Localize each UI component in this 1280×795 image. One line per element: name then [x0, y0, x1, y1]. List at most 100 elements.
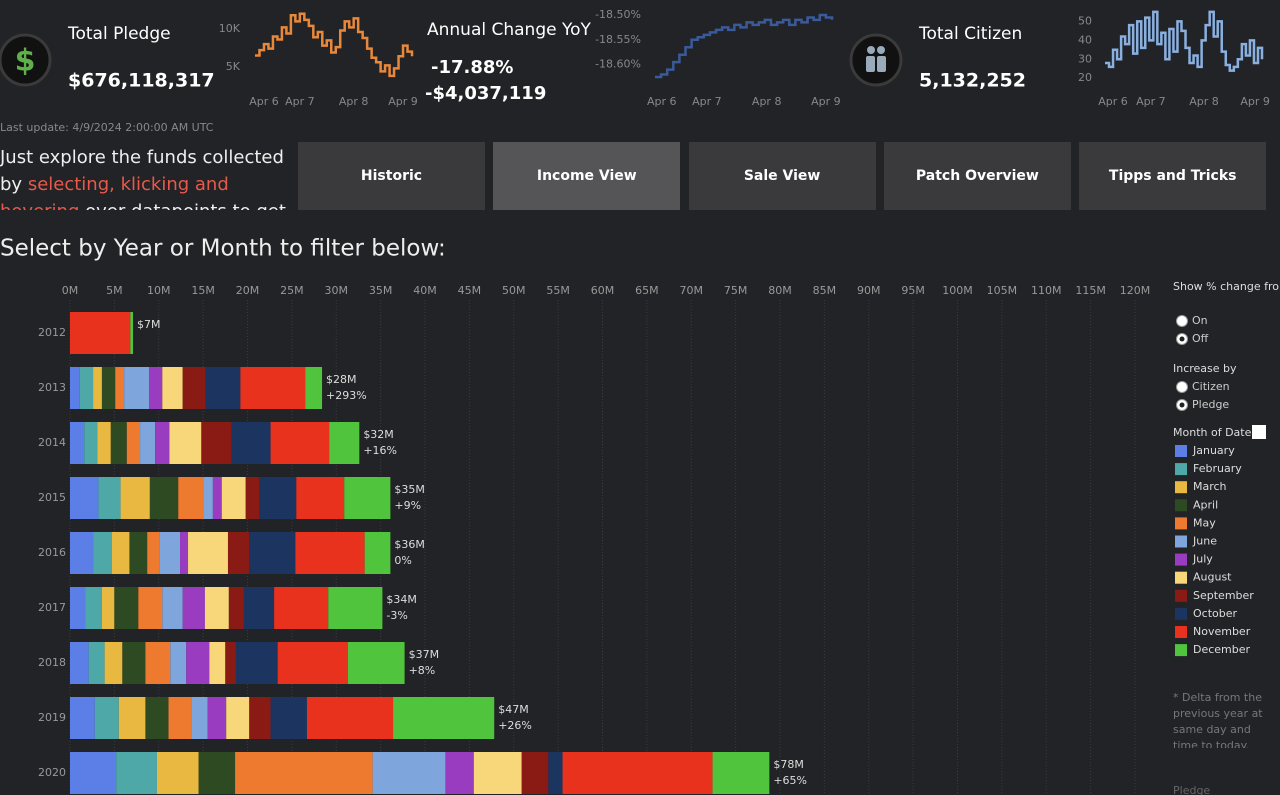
bar-segment — [259, 477, 297, 519]
bar-segment — [347, 642, 405, 684]
bar-segment — [93, 367, 102, 409]
bar-segment — [204, 477, 213, 519]
bar-segment — [155, 422, 170, 464]
y-tick-label: -18.55% — [595, 33, 641, 46]
nav-button[interactable]: Historic — [298, 142, 485, 210]
bar-segment — [207, 697, 227, 739]
bar-segment — [226, 697, 250, 739]
bar-segment — [182, 587, 205, 629]
bar-segment — [521, 752, 549, 794]
x-tick-label: 115M — [1075, 284, 1106, 297]
bar-segment — [114, 587, 139, 629]
x-tick-label: 90M — [857, 284, 881, 297]
nav-button[interactable]: Sale View — [688, 142, 876, 210]
y-tick-label: 2019 — [38, 711, 66, 724]
bar-segment — [70, 477, 99, 519]
legend-swatch — [1175, 535, 1187, 548]
y-tick-label: 2018 — [38, 656, 66, 669]
legend-swatch — [1175, 499, 1187, 512]
bar-segment — [70, 367, 80, 409]
footnote: * Delta from the previous year at same d… — [1173, 691, 1263, 748]
bar-segment — [372, 752, 446, 794]
legend-label: November — [1193, 625, 1251, 638]
x-tick-label: Apr 9 — [388, 95, 418, 108]
pledge-icon — [0, 33, 52, 87]
intro-part: over datapoints to get — [79, 201, 286, 210]
y-tick-label: 2015 — [38, 491, 66, 504]
legend-label: February — [1193, 462, 1242, 475]
kpi-value: $676,118,317 — [68, 70, 215, 92]
total-label: $37M — [409, 648, 440, 661]
y-tick-label: 2017 — [38, 601, 66, 614]
x-tick-label: Apr 9 — [811, 95, 841, 108]
bar-segment — [168, 697, 192, 739]
people-glyph — [866, 46, 886, 72]
change-label: +8% — [409, 664, 436, 677]
bar-segment — [98, 477, 121, 519]
bar-segment — [149, 477, 179, 519]
bar-segment — [70, 697, 95, 739]
citizen-icon — [849, 33, 903, 87]
nav-button[interactable]: Tipps and Tricks — [1079, 142, 1267, 210]
legend-label: December — [1193, 643, 1251, 656]
bar-segment — [191, 697, 208, 739]
bar-segment — [101, 367, 116, 409]
kpi-title: Total Pledge — [67, 24, 171, 44]
bar-segment — [204, 587, 229, 629]
total-label: $7M — [137, 318, 161, 331]
legend-menu[interactable] — [1252, 425, 1266, 439]
nav-button[interactable]: Income View — [493, 142, 681, 210]
x-tick-label: Apr 7 — [1136, 95, 1166, 108]
panel-title: Show % change from previous y... — [1173, 280, 1280, 293]
x-tick-label: 55M — [546, 284, 570, 297]
legend-label: March — [1193, 480, 1227, 493]
bar-segment — [101, 587, 115, 629]
intro-highlight: selecting, klicking and hovering — [0, 174, 229, 210]
bar-segment — [97, 422, 111, 464]
total-label: $47M — [498, 703, 528, 716]
bar-segment — [270, 422, 330, 464]
bar-segment — [445, 752, 474, 794]
bar-segment — [201, 422, 232, 464]
radio-dot — [1179, 402, 1185, 408]
bar-segment — [562, 752, 713, 794]
bar-segment — [118, 697, 146, 739]
legend-swatch — [1175, 553, 1187, 566]
change-label: +293% — [326, 389, 367, 402]
radio[interactable] — [1176, 381, 1188, 393]
total-label: $28M — [326, 373, 357, 386]
radio[interactable] — [1176, 315, 1188, 327]
bar-segment — [306, 697, 394, 739]
bar-segment — [274, 587, 329, 629]
y-tick-label: 2012 — [38, 326, 66, 339]
x-tick-label: Apr 8 — [752, 95, 782, 108]
sparkline — [655, 13, 834, 79]
bar-segment — [245, 477, 260, 519]
y-tick-label: 2020 — [38, 766, 66, 779]
bar-segment — [85, 587, 102, 629]
bar-segment — [122, 642, 146, 684]
radio-label: Pledge — [1192, 398, 1229, 411]
bar-segment — [205, 367, 241, 409]
x-tick-label: 75M — [724, 284, 748, 297]
bar-segment — [111, 532, 130, 574]
kpi-value: -17.88% — [431, 57, 513, 78]
x-tick-label: 85M — [813, 284, 837, 297]
bar-segment — [120, 477, 150, 519]
bar-segment — [227, 532, 250, 574]
y-tick-label: -18.60% — [595, 58, 641, 71]
nav-button[interactable]: Patch Overview — [883, 142, 1071, 210]
x-tick-label: 35M — [369, 284, 393, 297]
y-tick-label: -18.50% — [595, 8, 641, 21]
bar-segment — [364, 532, 391, 574]
bar-segment — [188, 532, 228, 574]
x-tick-label: 40M — [413, 284, 437, 297]
total-label: $36M — [394, 538, 425, 551]
bar-segment — [116, 752, 157, 794]
bar-segment — [94, 697, 119, 739]
bar-segment — [129, 532, 148, 574]
total-label: $34M — [386, 593, 417, 606]
bar-segment — [329, 422, 360, 464]
